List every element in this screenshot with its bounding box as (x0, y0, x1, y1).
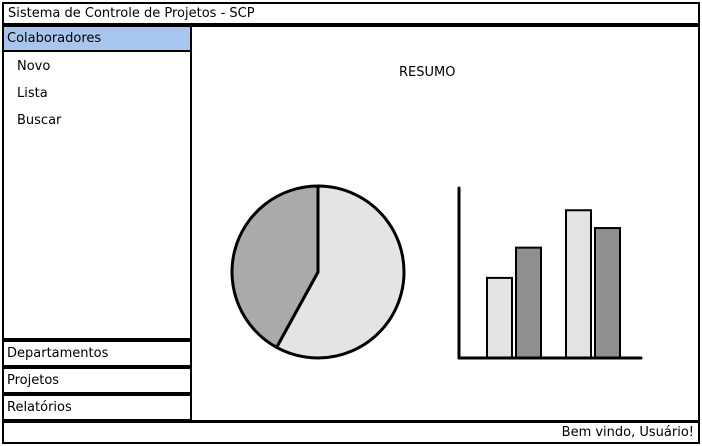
window-title-bar: Sistema de Controle de Projetos - SCP (2, 2, 700, 25)
sidebar-item-departamentos[interactable]: Departamentos (2, 340, 192, 367)
sidebar-item-projetos[interactable]: Projetos (2, 367, 192, 394)
sidebar-item-relatorios[interactable]: Relatórios (2, 394, 192, 421)
bar-chart (457, 186, 643, 360)
bar (565, 209, 592, 359)
bar (594, 227, 621, 359)
app-title: Sistema de Controle de Projetos - SCP (8, 6, 255, 21)
pie-slice (275, 184, 406, 360)
summary-title: RESUMO (399, 65, 456, 80)
welcome-message: Bem vindo, Usuário! (561, 425, 694, 440)
bar (515, 246, 542, 359)
pie-slice (230, 184, 320, 349)
sidebar-item-colaboradores[interactable]: Colaboradores (4, 27, 190, 52)
status-bar: Bem vindo, Usuário! (2, 421, 700, 444)
sidebar-subitem-buscar[interactable]: Buscar (17, 113, 62, 128)
sidebar-subitem-lista[interactable]: Lista (17, 86, 48, 101)
sidebar-active-section: Colaboradores Novo Lista Buscar (2, 25, 192, 340)
sidebar-subitem-novo[interactable]: Novo (17, 59, 51, 74)
bar (486, 276, 513, 359)
pie-chart (230, 184, 406, 360)
